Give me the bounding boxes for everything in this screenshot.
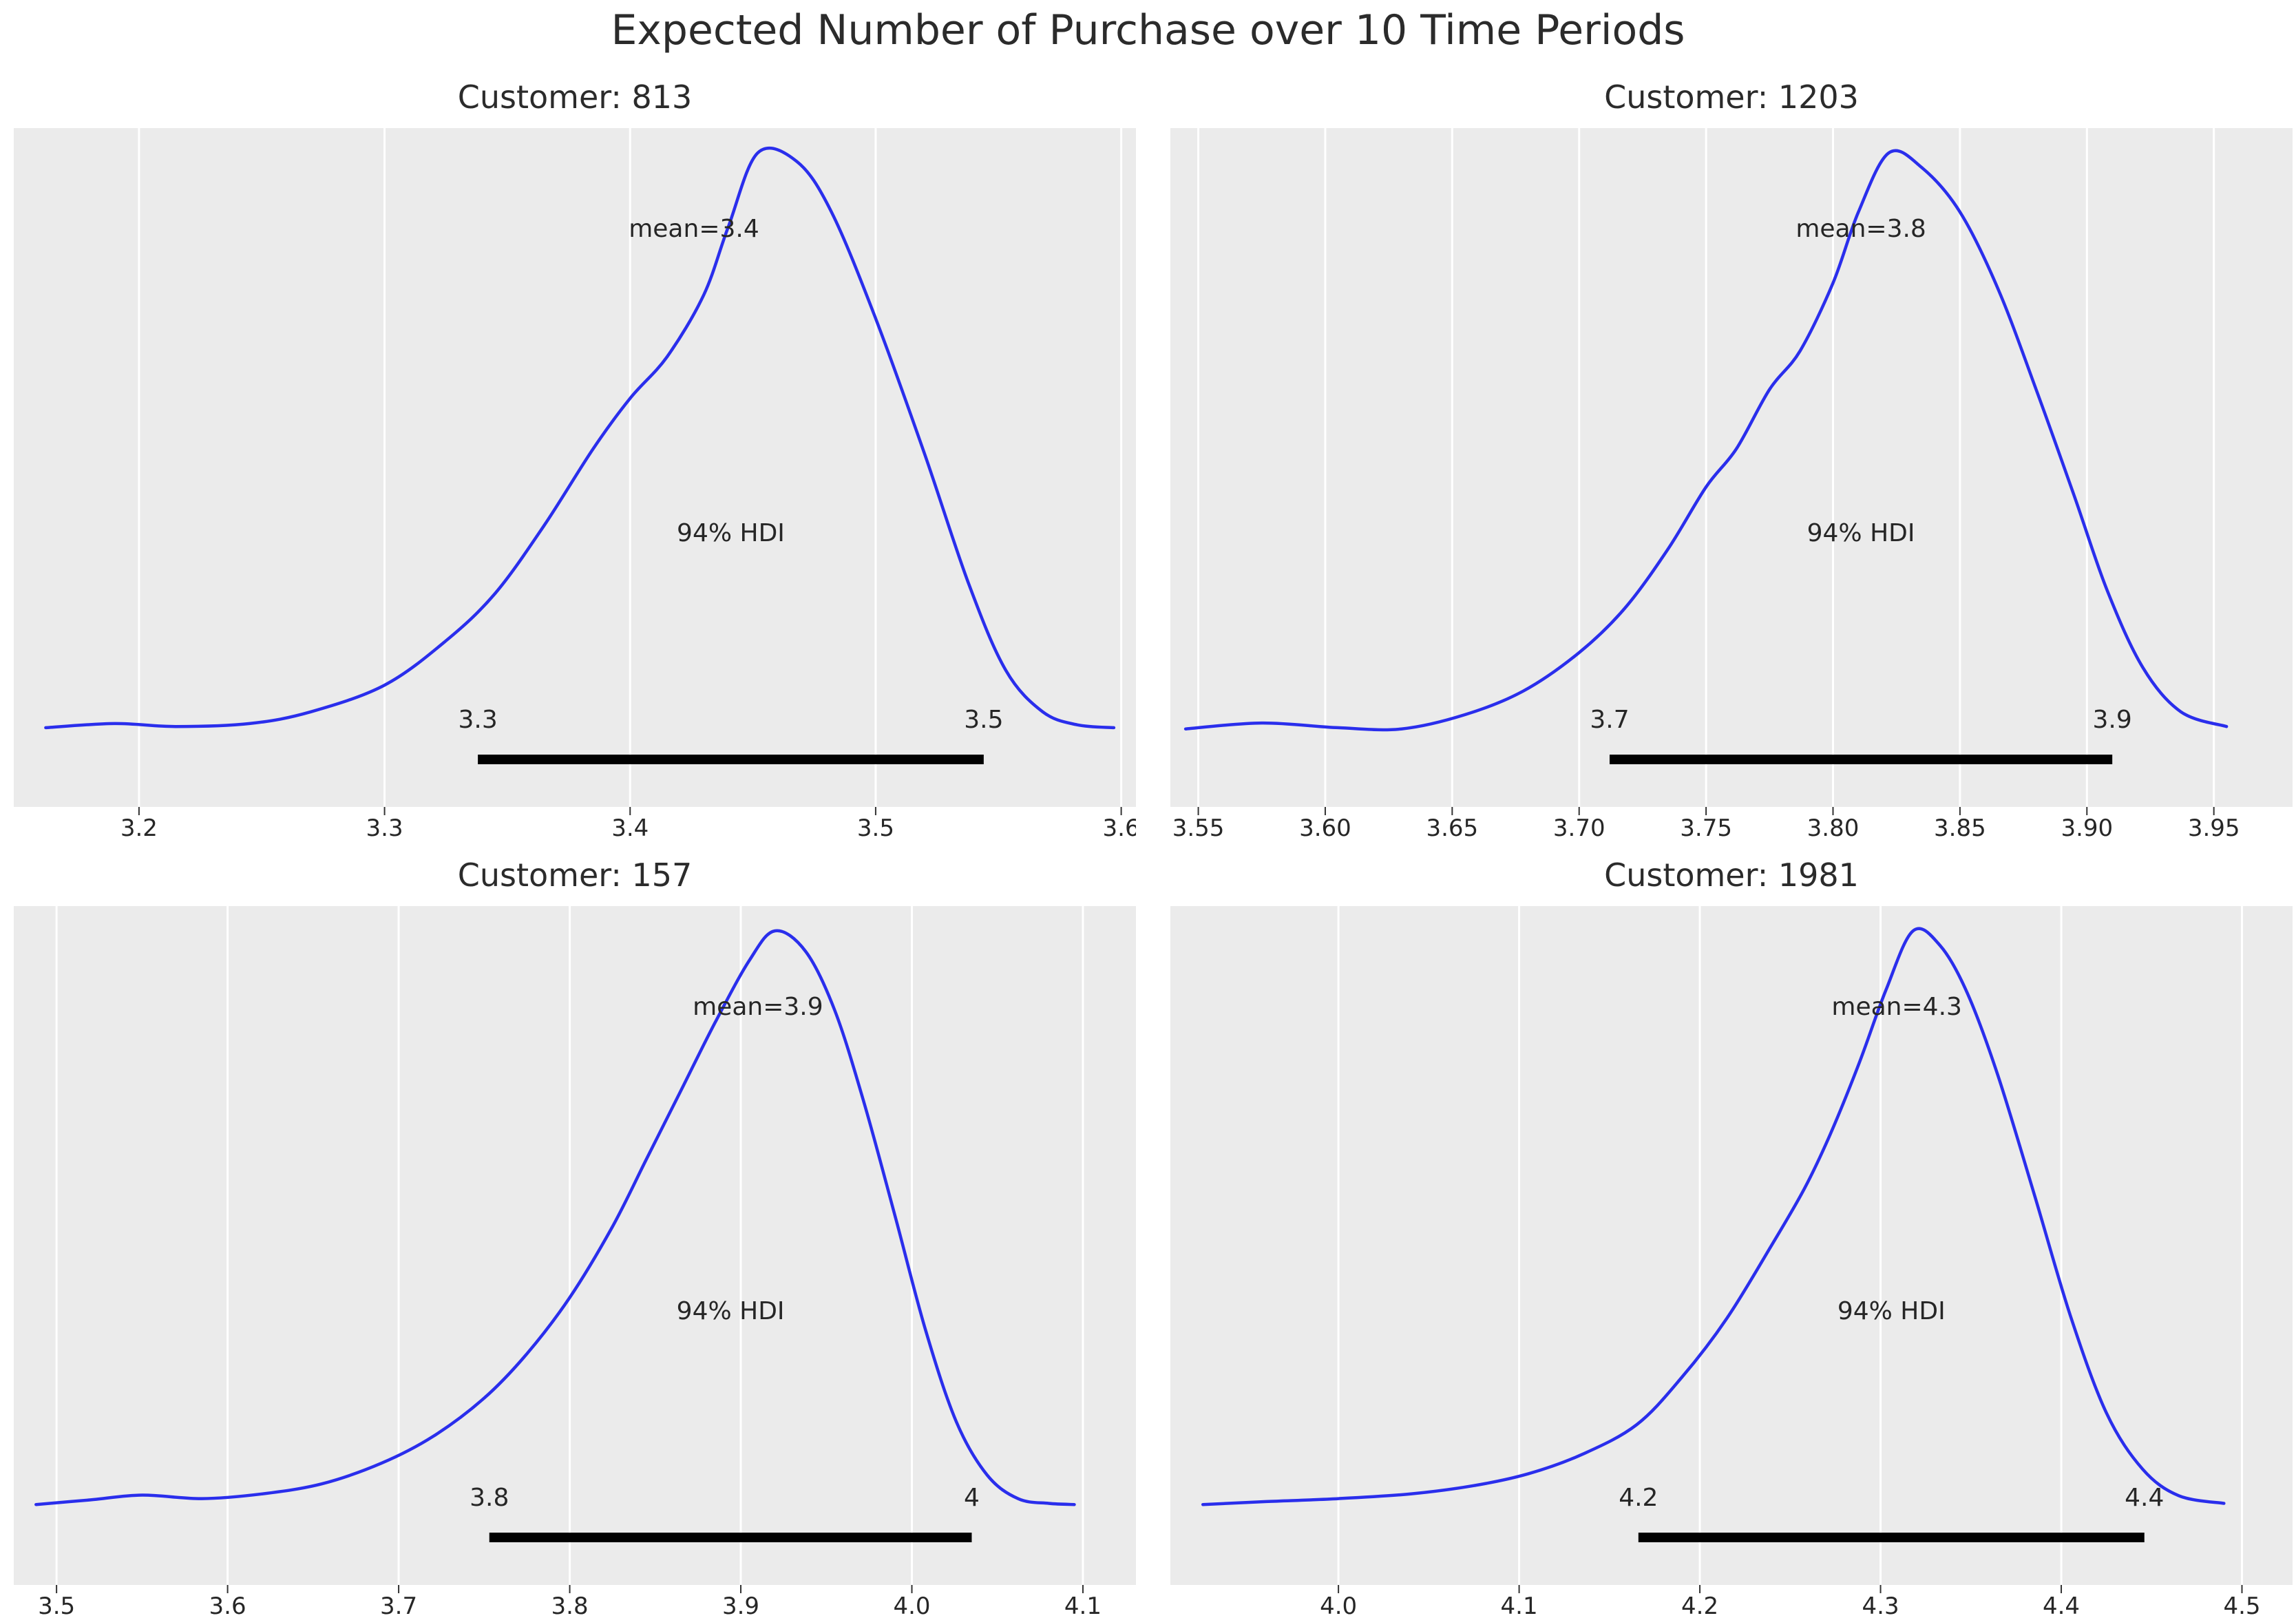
- mean-label: mean=4.3: [1831, 993, 1962, 1021]
- subplot-title: Customer: 157: [457, 857, 693, 894]
- x-tick-label: 3.5: [857, 815, 894, 840]
- x-tick-label: 4.0: [1320, 1593, 1357, 1618]
- mean-label: mean=3.9: [693, 993, 823, 1021]
- kde-plot-customer-1981: 4.0 4.1 4.2 4.3 4.4 4.5 mean=4.3 94% HDI 4.2 4.4: [1170, 906, 2293, 1618]
- x-tick-label: 4.0: [893, 1593, 930, 1618]
- kde-plot-customer-813: 3.2 3.3 3.4 3.5 3.6 mean=3.4 94% HDI 3.3 3.5: [14, 128, 1136, 840]
- hdi-upper-label: 4.4: [2125, 1484, 2164, 1512]
- hdi-upper-label: 3.5: [964, 706, 1003, 734]
- plot-background: [1170, 906, 2293, 1585]
- hdi-upper-label: 4: [964, 1484, 980, 1512]
- subplot-customer-1203: Customer: 1203 3.55 3.60 3.65 3.70 3.75 3.80 3…: [1170, 66, 2293, 840]
- mean-label: mean=3.8: [1795, 215, 1926, 243]
- kde-plot-customer-157: 3.5 3.6 3.7 3.8 3.9 4.0 4.1 mean=3.9 94% HDI 3.8 4: [14, 906, 1136, 1618]
- hdi-probability-label: 94% HDI: [677, 1297, 785, 1325]
- hdi-probability-label: 94% HDI: [1807, 519, 1915, 547]
- x-tick-label: 3.90: [2061, 815, 2113, 840]
- x-tick-label: 4.1: [1501, 1593, 1538, 1618]
- density-curve: [1183, 149, 2229, 732]
- density-curve: [44, 146, 1116, 730]
- x-tick-label: 3.2: [120, 815, 158, 840]
- x-tick-label: 3.7: [380, 1593, 417, 1618]
- subplot-title: Customer: 1981: [1604, 857, 1859, 894]
- hdi-probability-label: 94% HDI: [677, 519, 785, 547]
- subplot-customer-813: Customer: 813 3.2 3.3 3.4 3.5 3.6 mean=3.4 94%…: [14, 66, 1136, 840]
- x-tick-label: 4.1: [1064, 1593, 1102, 1618]
- x-tick-label: 3.95: [2188, 815, 2240, 840]
- x-tick-label: 3.4: [611, 815, 649, 840]
- subplot-customer-157: Customer: 157 3.5 3.6 3.7 3.8 3.9 4.0 4.1 mean=…: [14, 844, 1136, 1618]
- kde-plot-customer-1203: 3.55 3.60 3.65 3.70 3.75 3.80 3.85 3.90 3.95 mean…: [1170, 128, 2293, 840]
- hdi-lower-label: 3.8: [470, 1484, 509, 1512]
- x-tick-label: 4.4: [2043, 1593, 2080, 1618]
- mean-label: mean=3.4: [629, 215, 759, 243]
- x-tick-label: 3.9: [722, 1593, 759, 1618]
- x-tick-label: 3.5: [38, 1593, 75, 1618]
- x-tick-label: 3.60: [1299, 815, 1351, 840]
- hdi-upper-label: 3.9: [2093, 706, 2132, 734]
- x-tick-label: 3.85: [1934, 815, 1986, 840]
- x-tick-label: 4.2: [1681, 1593, 1718, 1618]
- x-tick-label: 3.3: [366, 815, 403, 840]
- plot-background: [14, 906, 1136, 1585]
- x-tick-label: 4.3: [1862, 1593, 1899, 1618]
- density-curve: [1201, 927, 2226, 1506]
- x-tick-label: 4.5: [2223, 1593, 2260, 1618]
- x-tick-label: 3.55: [1172, 815, 1225, 840]
- hdi-lower-label: 3.3: [458, 706, 497, 734]
- plot-background: [14, 128, 1136, 807]
- plot-background: [1170, 128, 2293, 807]
- x-tick-label: 3.6: [209, 1593, 246, 1618]
- x-tick-label: 3.80: [1807, 815, 1860, 840]
- x-tick-label: 3.75: [1680, 815, 1732, 840]
- density-curve: [34, 929, 1076, 1506]
- hdi-lower-label: 3.7: [1590, 706, 1629, 734]
- x-tick-label: 3.8: [551, 1593, 589, 1618]
- subplot-title: Customer: 1203: [1604, 78, 1859, 116]
- figure-title: Expected Number of Purchase over 10 Time…: [611, 6, 1685, 54]
- hdi-lower-label: 4.2: [1619, 1484, 1658, 1512]
- subplot-title: Customer: 813: [457, 78, 693, 116]
- hdi-probability-label: 94% HDI: [1837, 1297, 1946, 1325]
- x-tick-label: 3.70: [1553, 815, 1605, 840]
- x-tick-label: 3.65: [1426, 815, 1478, 840]
- x-tick-label: 3.6: [1103, 815, 1136, 840]
- subplot-customer-1981: Customer: 1981 4.0 4.1 4.2 4.3 4.4 4.5 mean=4.…: [1170, 844, 2293, 1618]
